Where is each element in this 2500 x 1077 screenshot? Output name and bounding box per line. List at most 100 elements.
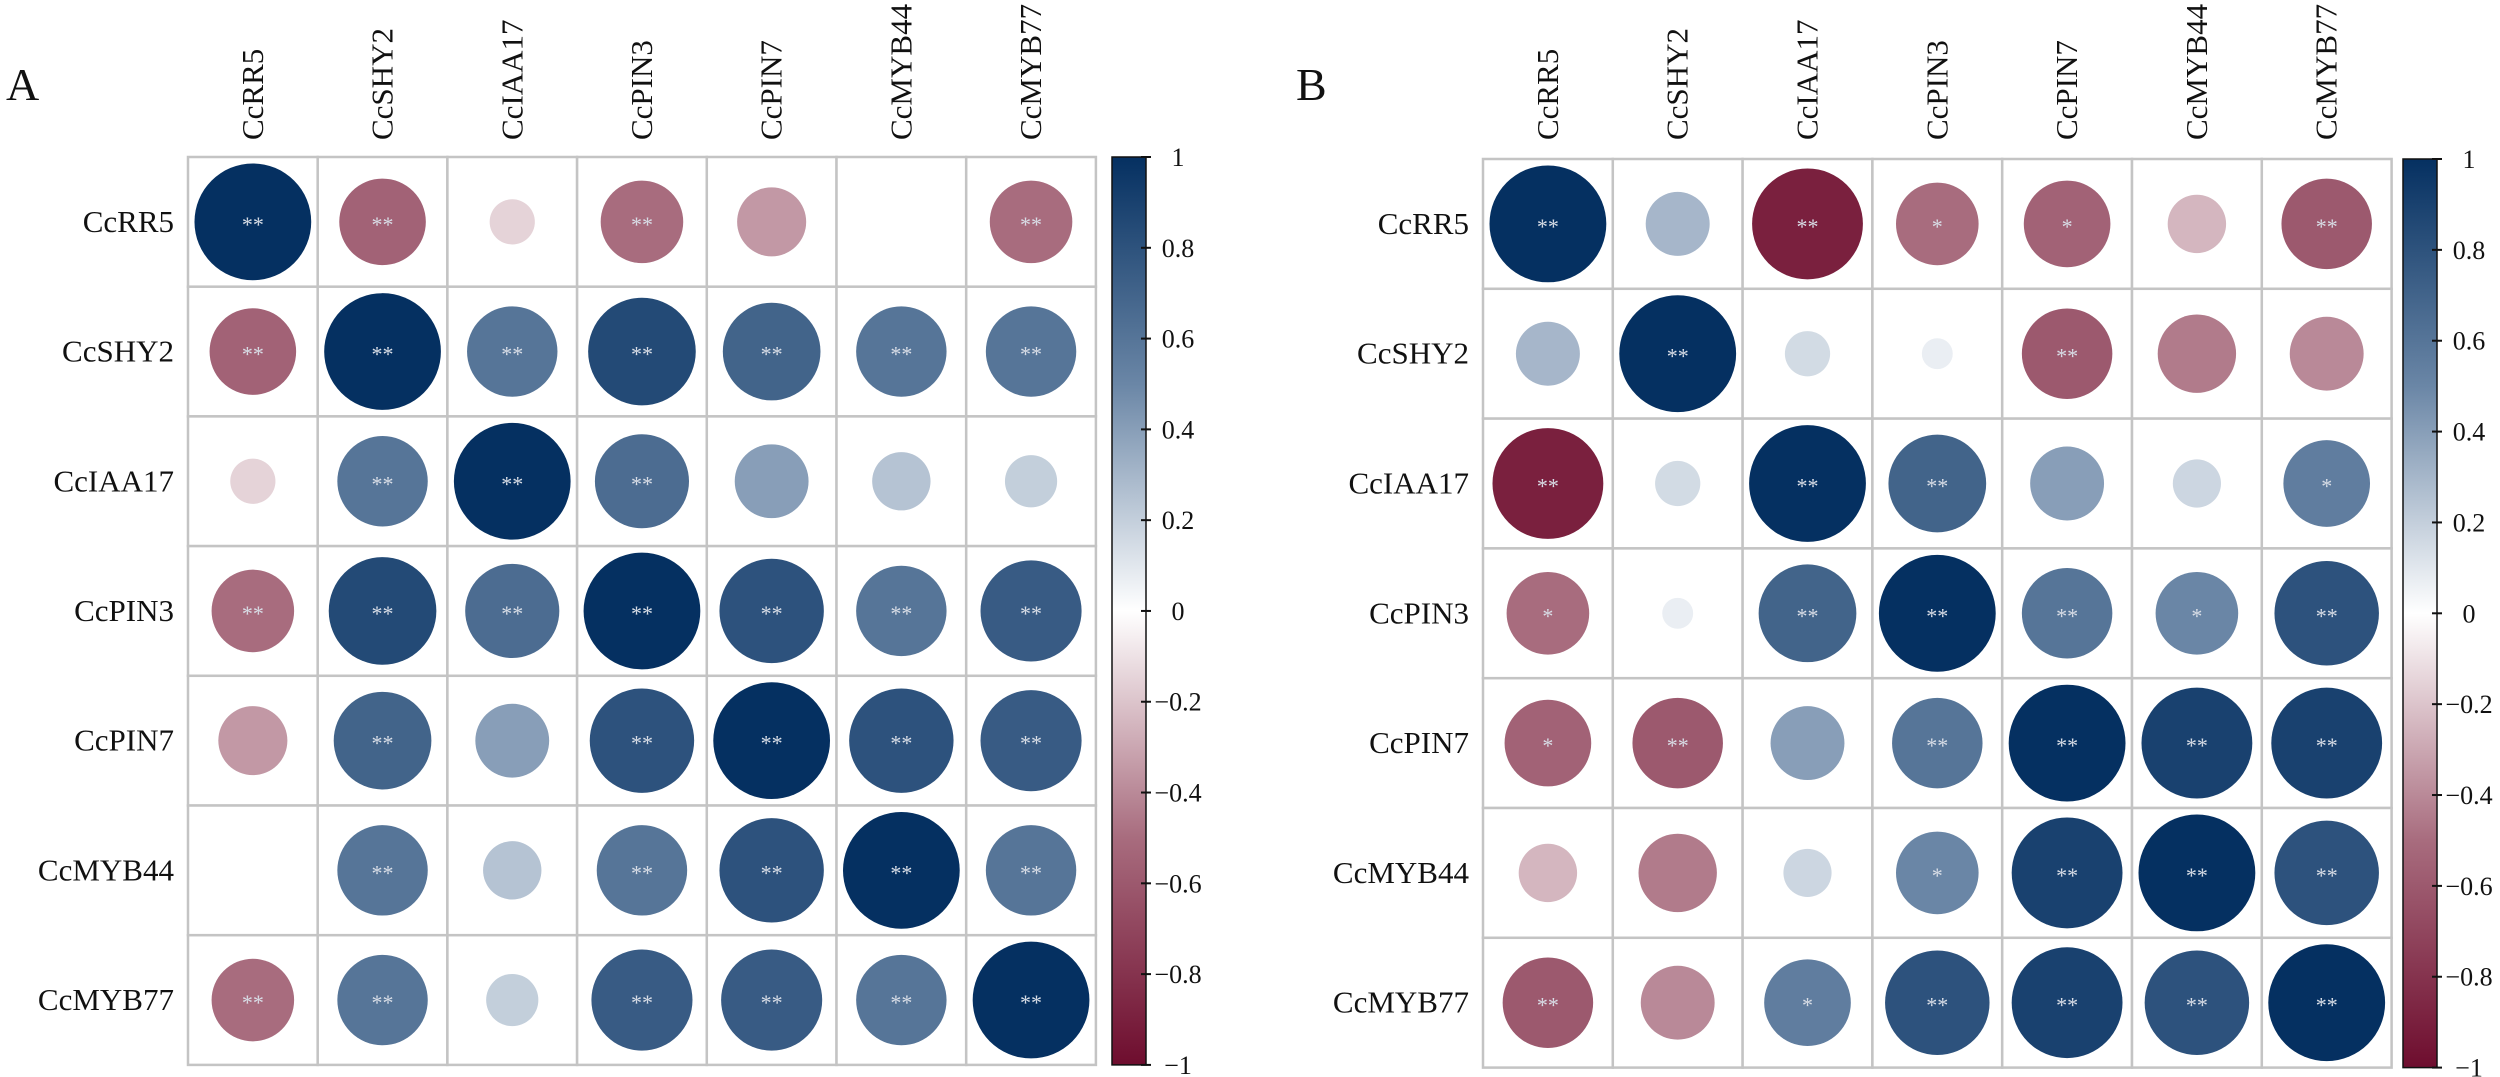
colorbar-tick-label: −1 [2455, 1054, 2483, 1077]
heatmap-cell: ** [1611, 287, 1744, 420]
colorbar-tick-label: −0.4 [2445, 781, 2492, 810]
significance-mark: ** [1020, 731, 1042, 756]
correlation-circle [465, 563, 560, 659]
correlation-circle [209, 308, 297, 395]
column-label: CcPIN7 [2049, 40, 2084, 140]
correlation-circle [2021, 308, 2113, 399]
heatmap-cell [1871, 287, 2004, 420]
heatmap-cell: ** [2260, 676, 2393, 810]
heatmap-cell: * [1871, 806, 2004, 940]
correlation-circle [467, 306, 558, 397]
heatmap-cell: ** [186, 544, 319, 678]
colorbar-tick-label: 0.2 [1162, 506, 1195, 535]
correlation-circle [1645, 191, 1710, 256]
correlation-circle [1749, 425, 1866, 542]
row-label: CcMYB44 [38, 852, 175, 887]
significance-mark: ** [890, 990, 912, 1015]
column-label: CcMYB44 [883, 3, 918, 140]
correlation-circle [1784, 331, 1831, 377]
significance-mark: ** [1537, 993, 1559, 1018]
correlation-circle [719, 818, 824, 923]
significance-mark: ** [631, 601, 653, 626]
significance-mark: * [2321, 474, 2332, 499]
correlation-circle [985, 825, 1077, 916]
significance-mark: ** [2316, 603, 2338, 628]
heatmap-cell: * [1871, 157, 2004, 291]
heatmap-cell: ** [186, 155, 319, 288]
significance-mark: ** [631, 990, 653, 1015]
colorbar-tick-label: −0.6 [1154, 869, 1201, 898]
row-label: CcMYB77 [1333, 985, 1469, 1020]
significance-mark: * [1542, 733, 1553, 758]
correlation-circle [1640, 965, 1715, 1040]
heatmap-cell [1611, 936, 1744, 1069]
correlation-circle [972, 941, 1090, 1059]
significance-mark: ** [2186, 993, 2208, 1018]
row-label: CcMYB77 [38, 982, 174, 1017]
significance-mark: ** [501, 601, 523, 626]
heatmap-cell: ** [2260, 936, 2393, 1069]
significance-mark: ** [372, 860, 394, 885]
cell-border [186, 804, 319, 937]
heatmap-cell: ** [446, 285, 579, 418]
heatmap-cell: ** [1741, 417, 1874, 550]
column-label: CcRR5 [1530, 49, 1565, 140]
colorbar-gradient [2402, 158, 2438, 1069]
correlation-circle [849, 688, 954, 793]
correlation-circle [2023, 180, 2111, 268]
heatmap-cell: ** [2130, 806, 2264, 940]
correlation-circle [856, 565, 947, 657]
heatmap-cell [1741, 806, 1874, 940]
correlation-circle [339, 178, 426, 266]
heatmap-cell [705, 155, 838, 288]
correlation-circle [2011, 947, 2123, 1059]
significance-mark: ** [1926, 603, 1948, 628]
column-label: CcIAA17 [1790, 19, 1825, 140]
correlation-circle [2011, 817, 2123, 929]
heatmap-cell: ** [1871, 676, 2004, 810]
significance-mark: ** [1020, 601, 1042, 626]
column-label: CcPIN3 [624, 40, 659, 140]
significance-mark: ** [1537, 474, 1559, 499]
heatmap-cell: ** [2000, 806, 2134, 940]
correlation-circle [489, 199, 535, 245]
heatmap-cell: ** [2000, 676, 2134, 810]
heatmap-cell: ** [964, 544, 1098, 678]
correlation-circle [1878, 554, 1996, 672]
significance-mark: * [2062, 214, 2073, 239]
correlation-circle [2021, 568, 2113, 659]
significance-mark: ** [890, 860, 912, 885]
significance-mark: ** [2186, 733, 2208, 758]
colorbar-tick-label: −1 [1164, 1051, 1192, 1077]
heatmap-cell: * [2000, 157, 2134, 291]
significance-mark: ** [372, 601, 394, 626]
significance-mark: ** [761, 860, 783, 885]
row-label: CcRR5 [1378, 206, 1469, 241]
significance-mark: ** [2056, 863, 2078, 888]
correlation-circle [591, 949, 693, 1051]
correlation-circle [1892, 697, 1983, 789]
heatmap-cell: ** [2130, 676, 2264, 810]
row-label: CcSHY2 [62, 334, 174, 369]
panel-label: A [6, 59, 39, 110]
correlation-circle [596, 825, 688, 916]
significance-mark: * [1802, 993, 1813, 1018]
significance-mark: ** [761, 990, 783, 1015]
correlation-circle [722, 302, 821, 401]
heatmap-cell: ** [1481, 157, 1615, 291]
correlation-circle [2268, 944, 2386, 1062]
colorbar: 1 0.8 0.6 0.4 0.2 0 −0.2 −0.4 −0.6 −0.8 −1 [1111, 143, 1202, 1077]
significance-mark: ** [761, 601, 783, 626]
correlation-circle [1783, 848, 1832, 897]
heatmap-cell [2130, 287, 2264, 420]
significance-mark: ** [631, 471, 653, 496]
panel-b: B CcRR5 CcRR5 CcSHY2 CcSHY2 CcIAA17 CcIAA17 CcP… [1296, 3, 2493, 1077]
heatmap-cell: ** [1871, 936, 2004, 1069]
significance-mark: ** [1926, 474, 1948, 499]
significance-mark: ** [1020, 860, 1042, 885]
heatmap-cell: ** [835, 933, 968, 1067]
row-label: CcPIN7 [74, 723, 174, 758]
correlation-circle [1758, 564, 1857, 663]
correlation-circle [2172, 459, 2221, 508]
correlation-circle [1619, 295, 1737, 413]
